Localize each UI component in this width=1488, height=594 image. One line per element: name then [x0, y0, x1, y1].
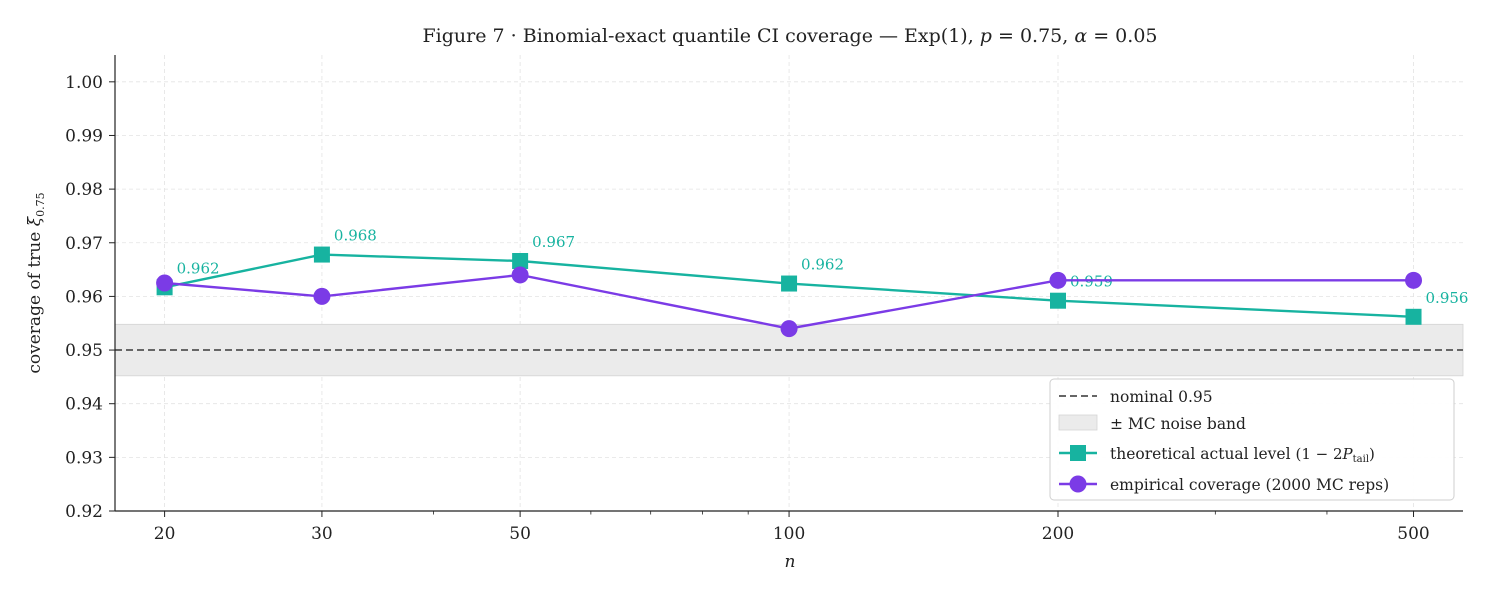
series-layer: 0.962 0.968 0.967 0.962 0.959 0.956	[156, 227, 1468, 338]
y-tick-label: 0.97	[65, 234, 103, 254]
y-tick-label: 0.98	[65, 180, 103, 200]
y-tick-label: 0.95	[65, 341, 103, 361]
circle-marker	[313, 287, 331, 305]
data-label: 0.968	[334, 227, 377, 245]
y-tick-label: 0.92	[65, 502, 103, 522]
square-marker	[512, 253, 529, 270]
y-tick-label: 0.94	[65, 395, 103, 415]
legend-label: theoretical actual level (1 − 2Ptail)	[1110, 445, 1375, 465]
circle-marker	[1049, 271, 1067, 289]
legend: nominal 0.95 ± MC noise band theoretical a…	[1049, 378, 1455, 501]
square-marker	[313, 246, 330, 263]
legend-label: empirical coverage (2000 MC reps)	[1110, 476, 1389, 494]
legend-theoretical-marker	[1070, 445, 1086, 461]
x-tick-label: 100	[773, 524, 805, 544]
x-tick-label: 30	[311, 524, 333, 544]
y-tick-label: 0.96	[65, 287, 103, 307]
x-axis-label: n	[785, 552, 796, 572]
square-marker	[1405, 308, 1422, 325]
x-tick-label: 20	[154, 524, 176, 544]
legend-label: nominal 0.95	[1110, 388, 1213, 406]
x-tick-label: 50	[509, 524, 531, 544]
legend-empirical-marker	[1069, 475, 1087, 493]
axes: 0.92 0.93 0.94 0.95 0.96 0.97 0.98 0.99 1.00 20 30…	[65, 55, 1463, 544]
legend-band-swatch	[1058, 414, 1098, 431]
circle-marker	[780, 320, 798, 338]
circle-marker	[1405, 271, 1423, 289]
square-marker	[781, 275, 798, 292]
circle-marker	[511, 266, 529, 284]
data-label: 0.962	[801, 256, 844, 274]
y-axis-label: coverage of true ξ0.75	[25, 192, 47, 373]
y-tick-label: 1.00	[65, 73, 103, 93]
data-label: 0.962	[177, 259, 220, 277]
legend-label: ± MC noise band	[1110, 415, 1246, 433]
data-label: 0.956	[1426, 289, 1469, 307]
noise-band-layer	[114, 323, 1464, 377]
data-label: 0.967	[532, 233, 575, 251]
chart-title: Figure 7 · Binomial-exact quantile CI co…	[423, 25, 1158, 47]
x-tick-label: 500	[1397, 524, 1429, 544]
legend-box	[1049, 378, 1455, 501]
x-tick-label: 200	[1042, 524, 1074, 544]
square-marker	[1050, 292, 1067, 309]
y-tick-label: 0.93	[65, 448, 103, 468]
data-label: 0.959	[1070, 273, 1113, 291]
y-tick-label: 0.99	[65, 126, 103, 146]
circle-marker	[156, 274, 174, 292]
series-line-2	[164, 273, 1414, 330]
series-line-1	[164, 253, 1414, 318]
